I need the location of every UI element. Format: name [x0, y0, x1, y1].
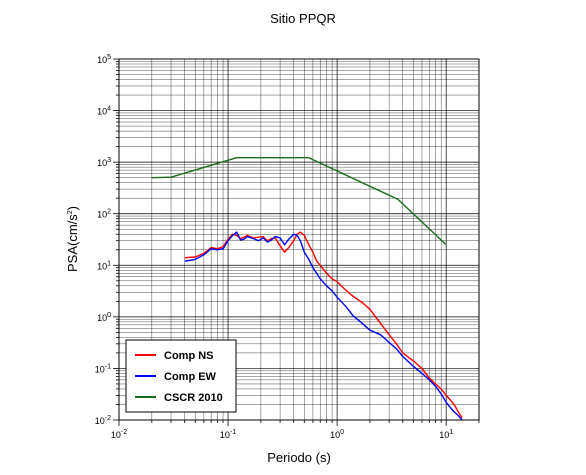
x-tick-labels: 10-2 10-1 100 101: [111, 429, 453, 440]
x-tick-label: 100: [330, 429, 344, 440]
tick-marks: [113, 58, 480, 426]
series-layer: [151, 156, 463, 421]
y-tick-label: 104: [97, 106, 111, 117]
legend-label: CSCR 2010: [164, 392, 223, 404]
series-line-comp-ns: [184, 231, 463, 419]
y-tick-label: 101: [97, 260, 111, 271]
plot-frame: [118, 58, 480, 421]
y-tick-label: 105: [97, 54, 111, 65]
y-tick-label: 10-1: [95, 363, 111, 374]
y-tick-label: 102: [97, 209, 111, 220]
y-axis-label-exponent: 2: [67, 210, 74, 214]
y-tick-label: 10-2: [95, 415, 111, 426]
legend: Comp NS Comp EW CSCR 2010: [125, 339, 237, 413]
y-tick-labels: 10-2 10-1 100 101 102 103 104 105: [95, 54, 111, 426]
y-tick-label: 103: [97, 157, 111, 168]
y-axis-label-base: PSA(cm/s: [65, 214, 80, 272]
series-line-cscr-2010: [151, 156, 447, 246]
x-tick-label: 10-1: [220, 429, 236, 440]
series-line-comp-ew: [184, 231, 463, 421]
chart-title: Sitio PPQR: [270, 11, 336, 26]
x-axis-label: Periodo (s): [267, 450, 331, 465]
y-axis-label-close: ): [65, 206, 80, 210]
x-tick-label: 101: [439, 429, 453, 440]
x-tick-label: 10-2: [111, 429, 127, 440]
legend-label: Comp EW: [164, 371, 217, 383]
y-tick-label: 100: [97, 312, 111, 323]
legend-label: Comp NS: [164, 350, 214, 362]
y-axis-label: PSA(cm/s2): [65, 206, 80, 272]
